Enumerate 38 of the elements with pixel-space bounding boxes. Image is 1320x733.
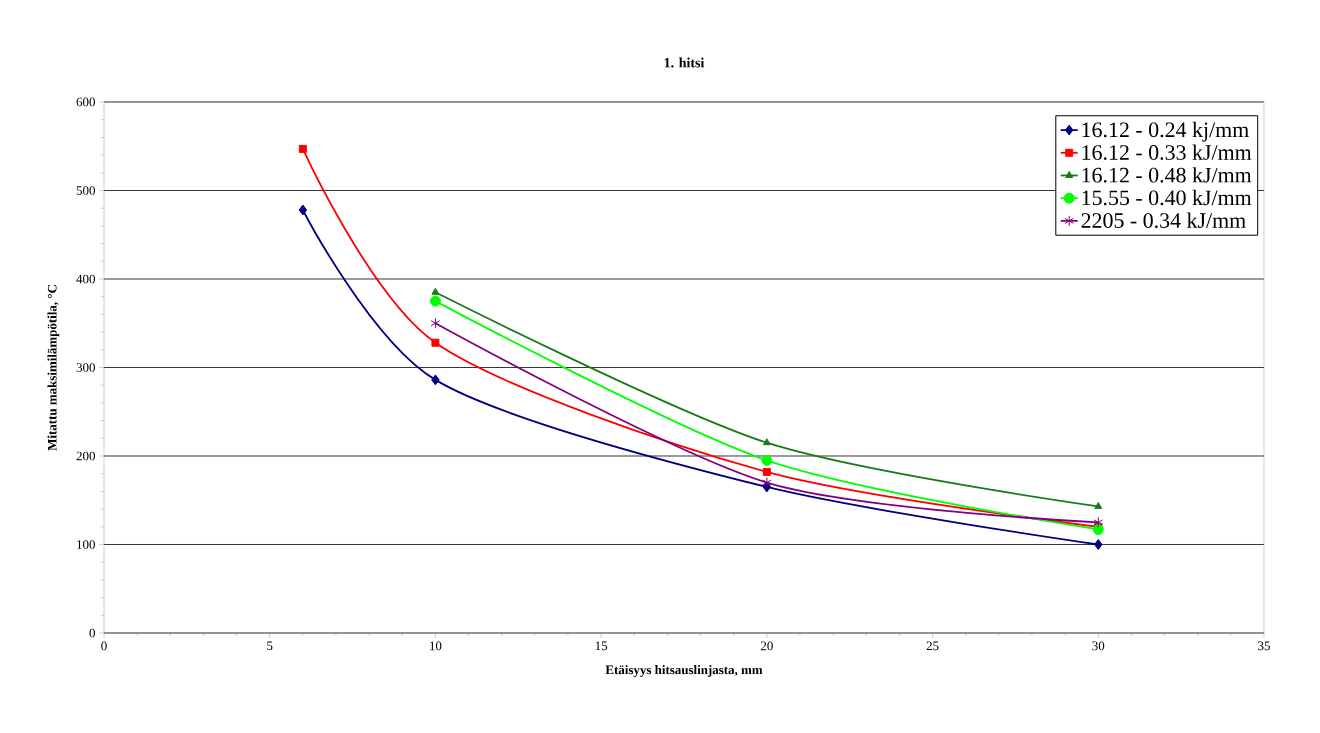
point xyxy=(298,144,307,153)
point xyxy=(298,204,308,216)
point xyxy=(1094,501,1103,509)
point xyxy=(429,295,441,307)
y-tick-label: 200 xyxy=(76,451,95,461)
legend-label: 16.12 - 0.33 kJ/mm xyxy=(1082,144,1252,160)
chart-title: 1. hitsi xyxy=(664,57,705,68)
y-axis-title: Mitattu maksimilämpötila, °C xyxy=(47,285,60,451)
point xyxy=(1092,523,1104,535)
x-tick-label: 10 xyxy=(430,641,442,651)
point xyxy=(430,317,441,329)
point xyxy=(762,477,772,489)
y-tick-label: 0 xyxy=(89,628,95,638)
legend-label: 2205 - 0.34 kJ/mm xyxy=(1081,212,1246,229)
x-tick-label: 5 xyxy=(267,641,273,651)
x-tick-label: 30 xyxy=(1092,641,1105,651)
point xyxy=(762,467,771,476)
point xyxy=(431,338,440,347)
y-tick-label: 100 xyxy=(77,540,95,549)
legend-label: 16.12 - 0.24 kj/mm xyxy=(1082,121,1249,142)
y-tick-label: 300 xyxy=(76,363,95,372)
x-tick-label: 25 xyxy=(926,641,939,651)
point xyxy=(761,454,773,466)
y-tick-label: 400 xyxy=(76,274,95,284)
point xyxy=(762,438,771,446)
point xyxy=(431,287,440,295)
x-axis-title: Etäisyys hitsauslinjasta, mm xyxy=(605,665,763,677)
legend-label: 16.12 - 0.48 kJ/mm xyxy=(1082,167,1252,183)
point xyxy=(431,374,440,386)
x-tick-label: 15 xyxy=(595,641,608,651)
x-tick-label: 0 xyxy=(101,641,107,651)
y-tick-label: 500 xyxy=(76,186,95,195)
x-tick-label: 35 xyxy=(1258,641,1270,651)
point xyxy=(1093,516,1104,528)
x-tick-label: 20 xyxy=(760,641,773,651)
point xyxy=(1094,539,1103,550)
legend-label: 15.55 - 0.40 kJ/mm xyxy=(1082,189,1252,206)
y-tick-label: 600 xyxy=(76,97,95,107)
